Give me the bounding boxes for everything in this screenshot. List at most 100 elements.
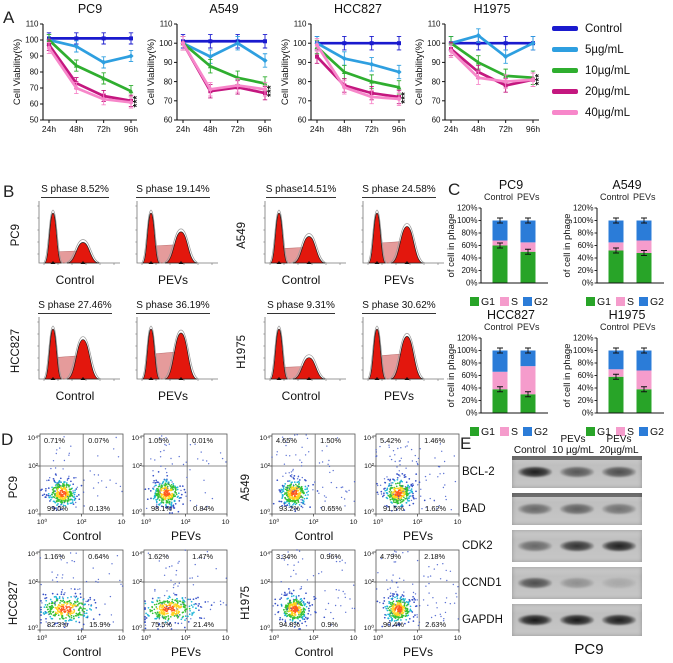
svg-text:10⁰: 10⁰ — [141, 634, 152, 642]
svg-text:0.96%: 0.96% — [320, 552, 341, 561]
svg-text:60%: 60% — [577, 241, 593, 250]
svg-text:1.62%: 1.62% — [148, 552, 169, 561]
condition-pevs: PEVs — [633, 192, 656, 202]
condition-row: Control PEVs — [563, 322, 673, 333]
phase-legend: G1 S G2 — [447, 295, 557, 308]
svg-text:24h: 24h — [176, 124, 190, 134]
blot-image-bad — [512, 493, 642, 525]
svg-text:0.84%: 0.84% — [193, 504, 214, 513]
svg-text:0.64%: 0.64% — [88, 552, 109, 561]
line-chart-h1975: 60 70 80 90 100 110 24h 48h 72h 96h Cell Viability… — [414, 20, 544, 134]
phase-legend-item-s: S — [615, 426, 634, 438]
svg-text:48h: 48h — [471, 124, 485, 134]
histogram-row-0: PC9 S phase 8.52% Control S phase 19.14% PEV… — [10, 184, 446, 287]
phase-label: G1 — [480, 295, 495, 308]
phase-legend-item-g2: G2 — [639, 426, 664, 438]
svg-text:70: 70 — [298, 97, 307, 106]
viability-chart-hcc827: HCC827 60 70 80 90 100 110 24h 48h 72h 96h Cell Via… — [280, 2, 414, 139]
line-chart-pc9: 50 60 70 80 90 100 110 24h 48h 72h 96h Cell Viabili… — [12, 20, 142, 134]
svg-text:80%: 80% — [461, 229, 477, 238]
svg-text:Cell Viability(%): Cell Viability(%) — [12, 39, 23, 105]
scatter-block: 10⁰ 10² 10⁴ 10⁰ 10² 10⁴ 4.79% 2.18% 90.4% 2.63% PE… — [360, 547, 462, 659]
phase-label: G1 — [596, 425, 611, 438]
svg-text:10⁴: 10⁴ — [132, 551, 143, 558]
svg-text:120%: 120% — [457, 334, 477, 343]
cell-line-label: A549 — [236, 222, 248, 249]
svg-text:10⁰: 10⁰ — [269, 518, 280, 526]
condition-label: Control — [55, 273, 95, 287]
blot-band — [560, 503, 594, 515]
svg-text:72h: 72h — [97, 124, 111, 134]
panel-c-phase-distribution-bars: PC9 Control PEVs 0% 20% 40% 60% 80% 100% 120% of c… — [447, 178, 673, 438]
histogram-block: S phase 8.52% Control — [28, 184, 122, 287]
histogram-block: S phase 24.58% PEVs — [352, 184, 446, 287]
phase-swatch — [523, 427, 532, 436]
svg-text:10²: 10² — [260, 579, 271, 586]
cell-line-label: HCC827 — [8, 580, 20, 626]
scatter-group-a549: A549 10⁰ 10² 10⁴ 10⁰ 10² 10⁴ 4.65% 1.50% 93.2% 0.6… — [240, 431, 462, 543]
scatter-block: 10⁰ 10² 10⁴ 10⁰ 10² 10⁴ 1.62% 1.47% 75.5% 21.4% PE… — [128, 547, 230, 659]
bar-chart-pc9: PC9 Control PEVs 0% 20% 40% 60% 80% 100% 120% of c… — [447, 178, 557, 308]
svg-text:4.79%: 4.79% — [380, 552, 401, 561]
stacked-bar-chart: 0% 20% 40% 60% 80% 100% 120%of cell in phage — [563, 204, 664, 288]
chart-title: HCC827 — [334, 2, 382, 16]
viability-chart-h1975: H1975 60 70 80 90 100 110 24h 48h 72h 96h Cell Viab… — [414, 2, 548, 139]
svg-text:0%: 0% — [466, 409, 478, 418]
blot-band — [560, 540, 594, 552]
condition-label: Control — [281, 273, 321, 287]
histogram-group-a549: A549 S phase14.51% Control S phase 24.58% PE… — [236, 184, 446, 287]
svg-text:60: 60 — [30, 100, 39, 109]
svg-text:72h: 72h — [499, 124, 513, 134]
phase-swatch — [585, 297, 595, 306]
cell-cycle-histogram — [263, 317, 346, 381]
stacked-bar-chart: 0% 20% 40% 60% 80% 100% 120%of cell in phage — [447, 204, 548, 288]
svg-text:15.9%: 15.9% — [89, 620, 110, 629]
condition-label: Control — [281, 389, 321, 403]
histogram-block: S phase 27.46% Control — [28, 300, 122, 403]
svg-text:10⁴: 10⁴ — [454, 519, 462, 526]
s-phase-label: S phase 8.52% — [41, 184, 109, 198]
svg-text:0.13%: 0.13% — [89, 504, 110, 513]
svg-text:10⁰: 10⁰ — [132, 624, 143, 632]
svg-text:10⁰: 10⁰ — [260, 624, 271, 632]
svg-text:0%: 0% — [582, 409, 594, 418]
svg-text:50: 50 — [30, 116, 39, 125]
histogram-block: S phase 36.19% PEVs — [126, 300, 220, 403]
phase-legend-item-s: S — [499, 296, 518, 308]
svg-text:***: *** — [132, 96, 142, 108]
svg-text:***: *** — [400, 92, 410, 104]
svg-text:80%: 80% — [461, 359, 477, 368]
s-phase-label: S phase 27.46% — [38, 300, 112, 314]
panel-e-letter: E — [460, 434, 472, 453]
svg-text:91.5%: 91.5% — [383, 504, 404, 513]
bar-chart-a549: A549 Control PEVs 0% 20% 40% 60% 80% 100% 120% of … — [563, 178, 673, 308]
s-phase-label: S phase 9.31% — [267, 300, 335, 314]
blot-column-header-0: Control — [513, 445, 547, 456]
svg-text:70: 70 — [164, 97, 173, 106]
histogram-block: S phase 30.62% PEVs — [352, 300, 446, 403]
svg-text:10²: 10² — [309, 635, 320, 642]
chart-title: PC9 — [77, 2, 103, 16]
svg-text:0.9%: 0.9% — [321, 620, 338, 629]
scatter-block: 10⁰ 10² 10⁴ 10⁰ 10² 10⁴ 1.16% 0.64% 82.3% 15.9% Co… — [24, 547, 126, 659]
svg-text:Cell Viability(%): Cell Viability(%) — [146, 39, 157, 105]
blot-cell-line: PC9 — [574, 641, 604, 658]
blot-column-header-1: PEVs 10 µg/mL — [552, 434, 594, 456]
scatter-row-1: HCC827 10⁰10²10⁴10⁰10²10⁴1.16%0.64%82.3%1… — [8, 547, 462, 659]
svg-text:10²: 10² — [364, 579, 375, 586]
panel-b-cell-cycle-histograms: PC9 S phase 8.52% Control S phase 19.14% PEV… — [10, 184, 446, 416]
svg-text:100%: 100% — [457, 346, 477, 355]
svg-text:120%: 120% — [573, 334, 593, 343]
svg-text:10²: 10² — [132, 463, 143, 470]
phase-swatch — [469, 427, 479, 436]
svg-text:90: 90 — [298, 58, 307, 67]
svg-text:110: 110 — [160, 20, 173, 29]
condition-label: PEVs — [383, 273, 414, 287]
scatter-group-pc9: PC9 10⁰ 10² 10⁴ 10⁰ 10² 10⁴ 0.71% 0.07% 99.0% 0.13… — [8, 431, 230, 543]
svg-text:40%: 40% — [461, 384, 477, 393]
cell-cycle-histogram — [37, 317, 120, 381]
legend-label: 40µg/mL — [585, 106, 630, 119]
phase-legend: G1 S G2 — [563, 295, 673, 308]
protein-label: GAPDH — [462, 614, 503, 626]
phase-legend-item-g2: G2 — [639, 296, 664, 308]
